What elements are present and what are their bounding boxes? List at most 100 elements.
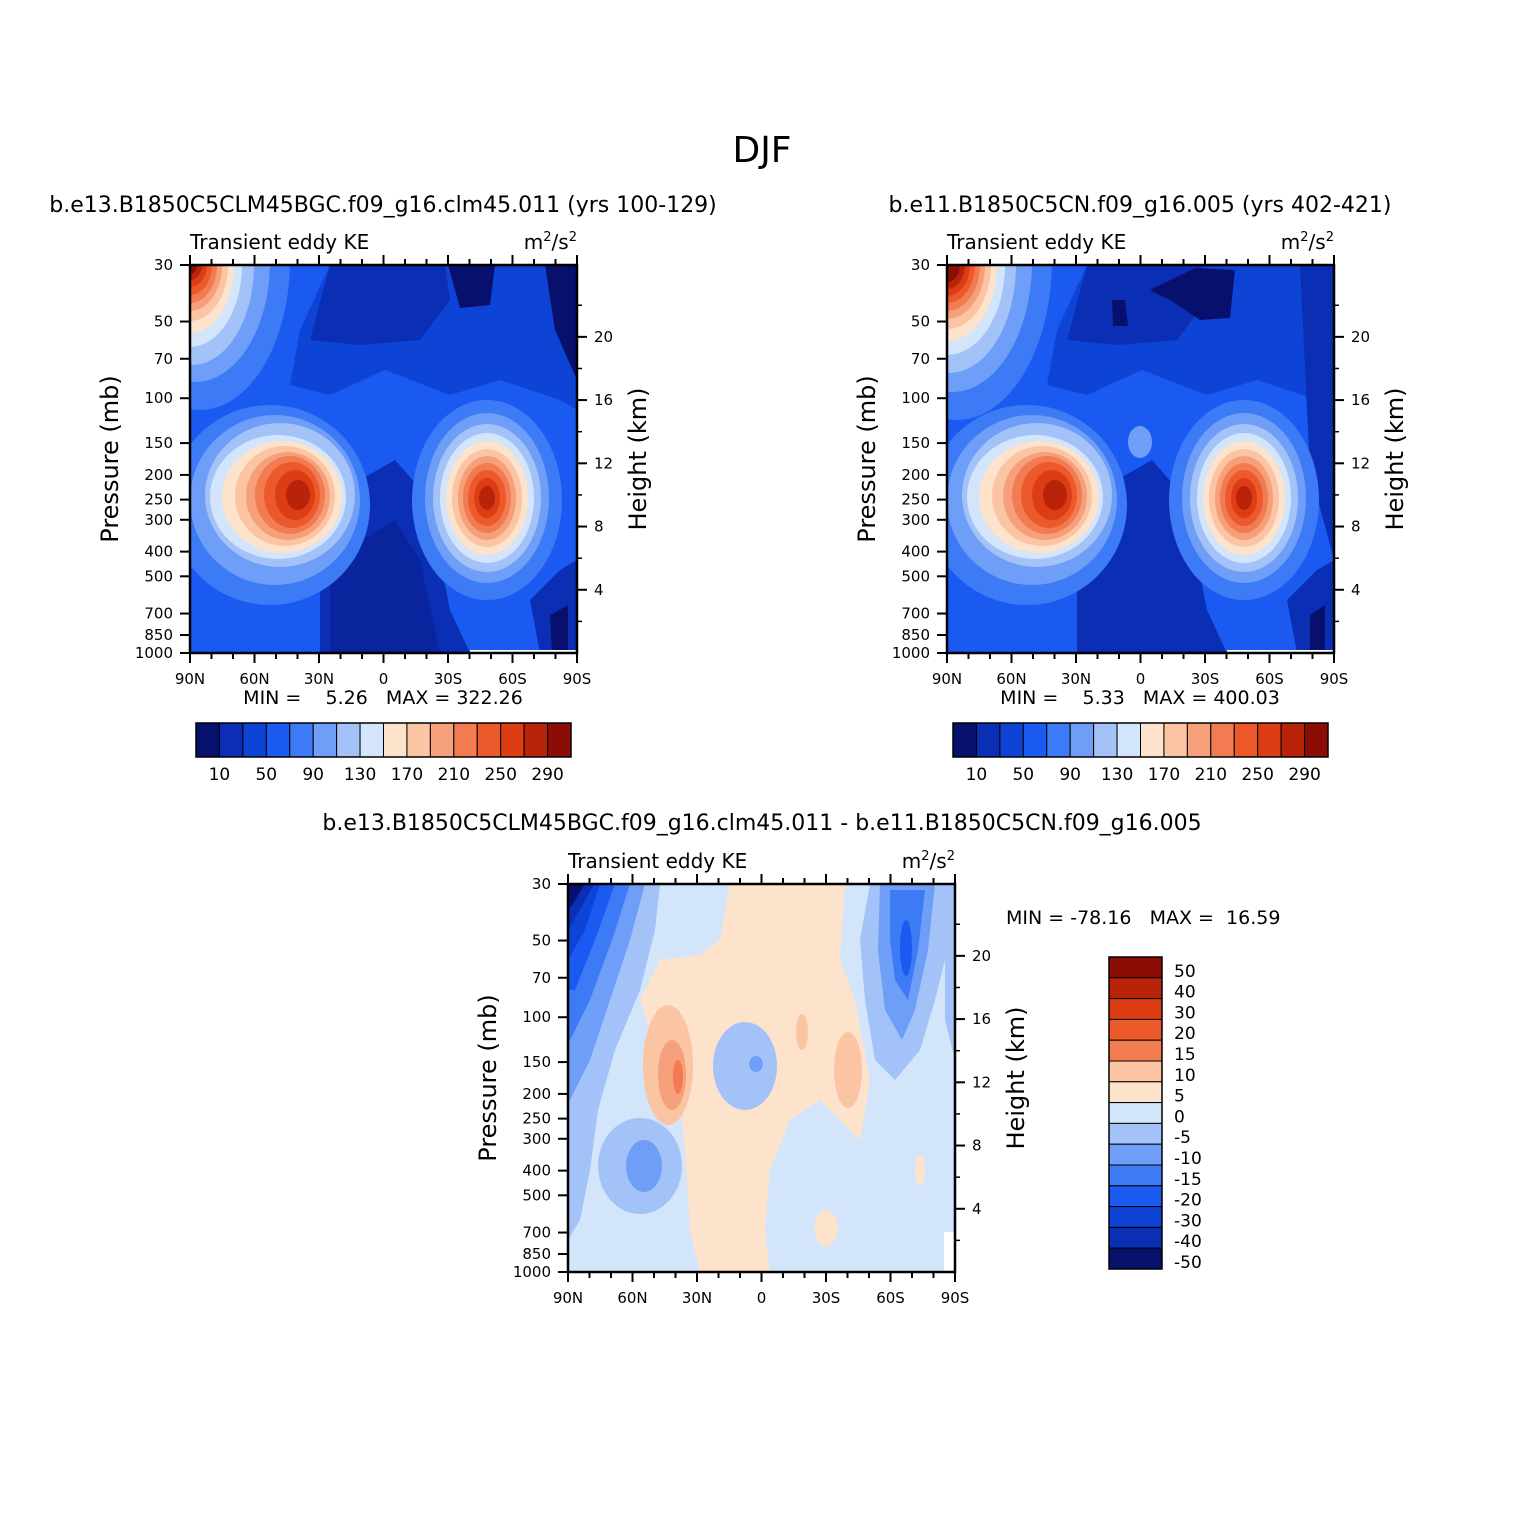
- x-tick-label: 90N: [175, 670, 205, 688]
- panel-c-left-string: Transient eddy KE: [567, 849, 747, 873]
- colorbar-box: [1108, 1122, 1163, 1145]
- panel-b-colorbar: 10 50 90 130 170 210 250 290: [952, 722, 1329, 785]
- colorbar-box: [1233, 722, 1259, 758]
- panel-b-y2label: Height (km): [1381, 388, 1409, 531]
- colorbar-box: [312, 722, 338, 758]
- colorbar-label: 40: [1174, 983, 1196, 1003]
- colorbar-label: 210: [1195, 765, 1227, 785]
- x-tick-label: 90S: [1320, 670, 1349, 688]
- y2-tick-label: 4: [1351, 581, 1361, 599]
- x-tick-label: 30N: [1061, 670, 1091, 688]
- colorbar-label: 50: [1012, 765, 1034, 785]
- colorbar-label: 50: [1174, 962, 1196, 982]
- colorbar-frame: [952, 722, 1329, 758]
- colorbar-box: [1186, 722, 1212, 758]
- colorbar-box: [289, 722, 314, 758]
- y2-tick-label: 20: [1351, 328, 1370, 346]
- panel-b-field: [947, 265, 1334, 653]
- y-tick-label: 150: [522, 1053, 551, 1071]
- y-tick-label: 850: [144, 626, 173, 644]
- colorbar-label: 170: [1148, 765, 1180, 785]
- y-tick-label: 30: [532, 875, 551, 893]
- colorbar-label: 50: [255, 765, 277, 785]
- colorbar-label: 0: [1174, 1107, 1185, 1127]
- panel-a-units: m2/s2: [524, 230, 577, 254]
- y2-tick-label: 8: [594, 518, 604, 536]
- x-tick-label: 90N: [932, 670, 962, 688]
- panel-a-y2label: Height (km): [624, 388, 652, 531]
- colorbar-box: [383, 722, 408, 758]
- y-tick-label: 200: [144, 466, 173, 484]
- y2-tick-label: 4: [972, 1200, 982, 1218]
- colorbar-label: 5: [1174, 1087, 1185, 1107]
- colorbar-box: [1108, 1164, 1163, 1187]
- x-tick-label: 30S: [1191, 670, 1220, 688]
- colorbar-box: [1108, 1247, 1163, 1270]
- colorbar-box: [1022, 722, 1048, 758]
- colorbar-box: [1108, 1039, 1163, 1062]
- x-tick-label: 60S: [876, 1289, 905, 1307]
- y-tick-label: 70: [911, 350, 930, 368]
- y-tick-label: 400: [522, 1162, 551, 1180]
- colorbar-box: [975, 722, 1001, 758]
- colorbar-label: 250: [1241, 765, 1273, 785]
- y-tick-label: 50: [911, 313, 930, 331]
- panel-a-left-string: Transient eddy KE: [189, 230, 369, 254]
- panel-c-units: m2/s2: [902, 849, 955, 873]
- colorbar-label: 130: [1101, 765, 1133, 785]
- colorbar-box: [1163, 722, 1188, 758]
- y2-tick-label: 20: [594, 328, 613, 346]
- panel-c-stats: MIN = -78.16 MAX = 16.59: [1006, 907, 1280, 929]
- colorbar-box: [1046, 722, 1071, 758]
- y-tick-label: 100: [522, 1008, 551, 1026]
- colorbar-box: [1108, 956, 1163, 979]
- panel-c-title: b.e13.B1850C5CLM45BGC.f09_g16.clm45.011 …: [322, 811, 1201, 836]
- colorbar-box: [1108, 1018, 1163, 1041]
- colorbar-box: [1108, 1102, 1163, 1124]
- colorbar-box: [1108, 1226, 1163, 1249]
- x-tick-label: 30N: [304, 670, 334, 688]
- x-tick-label: 90N: [553, 1289, 583, 1307]
- y2-tick-label: 4: [594, 581, 604, 599]
- panel-c: b.e13.B1850C5CLM45BGC.f09_g16.clm45.011 …: [322, 811, 1280, 1307]
- colorbar-label: -15: [1174, 1170, 1202, 1190]
- colorbar-label: 10: [209, 765, 231, 785]
- colorbar-box: [1069, 722, 1095, 758]
- y2-tick-label: 16: [594, 391, 613, 409]
- colorbar-box: [1257, 722, 1282, 758]
- x-tick-label: 30S: [812, 1289, 841, 1307]
- colorbar-box: [453, 722, 478, 758]
- x-tick-label: 60N: [996, 670, 1026, 688]
- y-tick-label: 150: [144, 434, 173, 452]
- colorbar-label: 90: [1059, 765, 1081, 785]
- colorbar-box: [1108, 1206, 1163, 1228]
- colorbar-box: [336, 722, 361, 758]
- y-tick-label: 400: [901, 543, 930, 561]
- panel-c-y2label: Height (km): [1002, 1007, 1030, 1150]
- y2-tick-label: 8: [972, 1137, 982, 1155]
- panel-a-colorbar: 10 50 90 130 170 210 250 290: [195, 722, 572, 785]
- y-tick-label: 1000: [513, 1263, 551, 1281]
- y-tick-label: 1000: [892, 644, 930, 662]
- colorbar-label: 90: [302, 765, 324, 785]
- y-tick-label: 50: [532, 932, 551, 950]
- colorbar-box: [1108, 1185, 1163, 1208]
- colorbar-box: [1116, 722, 1141, 758]
- y-tick-label: 300: [901, 511, 930, 529]
- y-tick-label: 500: [144, 567, 173, 585]
- y-tick-label: 200: [901, 466, 930, 484]
- colorbar-label: -20: [1174, 1191, 1202, 1211]
- colorbar-box: [1108, 1143, 1163, 1166]
- x-tick-label: 0: [1136, 670, 1146, 688]
- colorbar-box: [242, 722, 267, 758]
- colorbar-label: -50: [1174, 1253, 1202, 1273]
- panel-b-stats: MIN = 5.33 MAX = 400.03: [1000, 687, 1280, 709]
- panel-b-ylabel: Pressure (mb): [853, 375, 881, 542]
- panel-a-field: [190, 265, 577, 653]
- y2-tick-label: 12: [972, 1073, 991, 1091]
- x-tick-label: 30N: [682, 1289, 712, 1307]
- colorbar-label: 290: [531, 765, 563, 785]
- y-tick-label: 300: [522, 1130, 551, 1148]
- y-tick-label: 500: [901, 567, 930, 585]
